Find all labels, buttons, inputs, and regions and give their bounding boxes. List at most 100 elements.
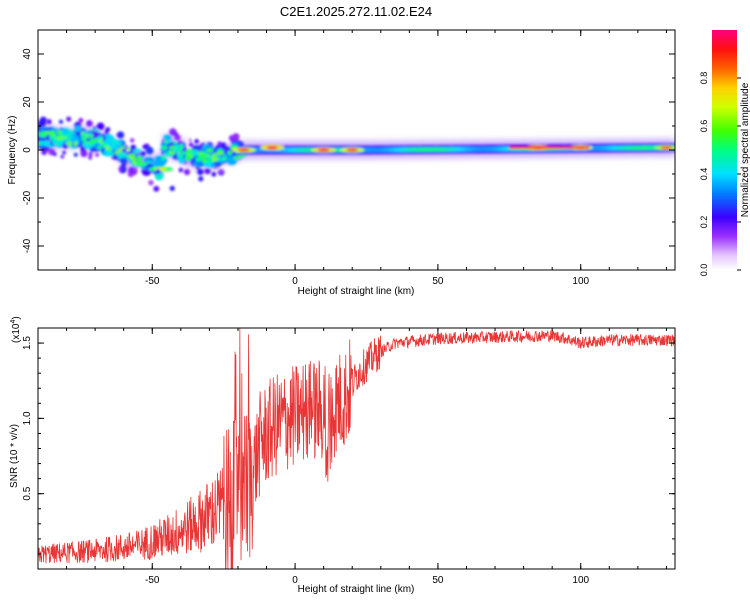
speckle [148, 179, 154, 186]
snr-line [38, 328, 675, 569]
speckle [142, 145, 146, 149]
core-blob [177, 153, 183, 159]
snr-panel: -50 0 50 100 0.5 1.0 1.5 Height of straight li… [9, 316, 676, 595]
core-blob [231, 144, 238, 149]
snr-scale-exponent: 4 [10, 320, 17, 324]
core-blob [93, 140, 98, 143]
speckle [116, 131, 125, 139]
snr-scale-prefix: (x10 [11, 323, 22, 343]
speckle [188, 142, 194, 148]
snr-ticks: -50 0 50 100 0.5 1.0 1.5 [22, 328, 675, 586]
core-blob [114, 151, 119, 155]
speckle [174, 132, 178, 136]
core-blob [143, 162, 148, 166]
core-blob [92, 138, 99, 141]
core-blob [211, 156, 216, 159]
speckle [95, 153, 100, 157]
core-blob [56, 130, 62, 135]
speckle [188, 138, 192, 142]
core-blob [212, 153, 219, 156]
snr-ytick-label: 0.5 [22, 486, 33, 500]
snr-ytick-label: 1.5 [22, 336, 33, 350]
colorbar-tick-label: 0.2 [699, 216, 709, 229]
colorbar-tick-label: 0.4 [699, 168, 709, 181]
core-blob [205, 154, 210, 157]
speckle [129, 138, 135, 143]
speckle [39, 116, 47, 124]
speckle [232, 133, 240, 141]
speckle [41, 149, 47, 155]
speckle [153, 185, 160, 192]
core-blob [119, 157, 128, 164]
core-blob [203, 151, 207, 156]
colorbar-ticks: 0.0 0.2 0.4 0.6 0.8 [699, 72, 741, 277]
core-blob [132, 159, 138, 165]
core-blob [38, 141, 44, 146]
speckle [62, 150, 66, 155]
core-blob [107, 148, 112, 152]
core-blob [180, 151, 186, 155]
speckle [58, 119, 64, 124]
speckle [127, 166, 136, 174]
spectrogram-ytick-label: 20 [22, 96, 33, 108]
core-blob [43, 140, 50, 147]
speckle [80, 150, 88, 158]
core-blob [179, 143, 184, 150]
speckle [178, 167, 184, 173]
core-blob [120, 145, 126, 149]
speckle [219, 169, 224, 174]
core-blob [236, 155, 242, 159]
core-blob [133, 148, 142, 154]
speckle [211, 172, 217, 177]
core-blob [68, 129, 74, 135]
speckle [228, 135, 234, 141]
spectrogram-xtick-label: 100 [572, 276, 589, 287]
core-blob [173, 141, 178, 145]
hotspot [660, 146, 673, 150]
core-blob [104, 145, 110, 150]
core-blob [153, 159, 166, 168]
snr-xtick-label: 50 [432, 575, 444, 586]
spectrogram-xlabel: Height of straight line (km) [298, 286, 415, 297]
hotspot [346, 148, 359, 152]
core-blob [136, 155, 142, 162]
hotspot-stripe [509, 146, 590, 149]
speckle [66, 116, 72, 122]
speckle [86, 120, 93, 127]
core-blob [154, 172, 164, 181]
core-blob [100, 142, 108, 147]
core-blob [81, 133, 86, 139]
hotspot [317, 148, 330, 152]
core-blob [217, 148, 223, 153]
colorbar-tick-label: 0.0 [699, 264, 709, 277]
snr-frame [37, 327, 676, 570]
spectrogram-image [38, 116, 675, 192]
core-blob [227, 150, 233, 155]
core-blob [130, 155, 136, 161]
spectrogram-ytick-label: -20 [22, 190, 33, 205]
hotspot [237, 148, 250, 152]
colorbar: 0.0 0.2 0.4 0.6 0.8 Normalized spectral ampl… [699, 30, 750, 276]
speckle [104, 129, 109, 134]
core-blob [202, 158, 206, 164]
core-blob [112, 144, 116, 149]
core-blob [161, 156, 167, 161]
spectrogram-xtick-label: -50 [145, 276, 160, 287]
outlier-dot [112, 154, 118, 160]
core-blob [52, 139, 59, 146]
colorbar-tick-label: 0.6 [699, 120, 709, 133]
core-blob [221, 157, 228, 161]
outlier-dot [169, 185, 175, 191]
core-blob [186, 148, 191, 152]
svg-text:(x104): (x104) [10, 316, 22, 343]
snr-ytick-label: 1.0 [22, 411, 33, 425]
speckle [217, 141, 222, 146]
core-blob [89, 139, 95, 145]
spectrogram-ytick-label: -40 [22, 238, 33, 253]
core-blob [126, 147, 131, 151]
core-blob [97, 146, 103, 150]
core-blob [233, 156, 238, 160]
snr-scale-label: (x104) [10, 316, 22, 343]
spectrogram-xtick-label: 0 [292, 276, 298, 287]
